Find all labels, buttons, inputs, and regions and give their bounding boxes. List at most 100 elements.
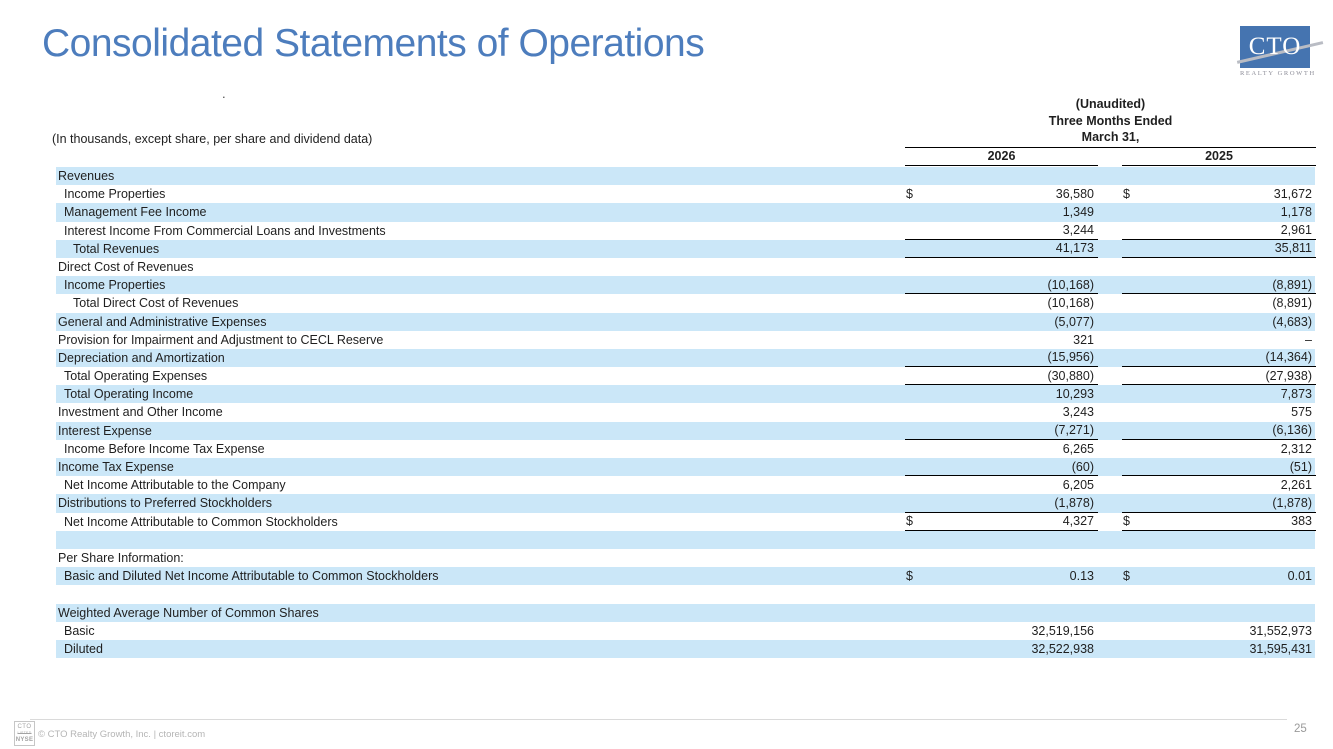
value-cell-2026: $36,580 <box>905 185 1098 203</box>
value-cell-2025: 31,552,973 <box>1122 622 1316 640</box>
nyse-listed-badge: CTO LISTED NYSE <box>14 721 35 746</box>
value-cell-2026: 3,244 <box>905 222 1098 240</box>
value-cell-2025: 575 <box>1122 403 1316 421</box>
value: 31,552,973 <box>1249 623 1312 638</box>
value-cell-2026 <box>905 549 1098 567</box>
value: 2,312 <box>1280 441 1312 456</box>
value: 41,173 <box>1055 241 1094 256</box>
column-header-2026: 2026 <box>905 149 1098 166</box>
value-cell-2025: 7,873 <box>1122 385 1316 403</box>
row-label: Interest Income From Commercial Loans an… <box>64 223 386 238</box>
table-row: Investment and Other Income 3,243 575 <box>56 403 1315 421</box>
value-cell-2025 <box>1122 167 1316 185</box>
value: (10,168) <box>1047 277 1094 292</box>
value: 7,873 <box>1280 387 1312 402</box>
row-label: Interest Expense <box>58 423 152 438</box>
value-cell-2025: (51) <box>1122 458 1316 477</box>
value: 575 <box>1291 405 1312 420</box>
row-label: Investment and Other Income <box>58 405 223 420</box>
value-cell-2025: $0.01 <box>1122 567 1316 585</box>
value: 2,961 <box>1280 223 1312 238</box>
value-cell-2025 <box>1122 585 1316 603</box>
value-cell-2026: 41,173 <box>905 240 1098 258</box>
value: (8,891) <box>1272 296 1312 311</box>
table-row: Net Income Attributable to Common Stockh… <box>56 513 1316 531</box>
value: 31,672 <box>1273 187 1312 202</box>
header-date: March 31, <box>1081 130 1140 144</box>
value-cell-2025: $383 <box>1122 513 1316 531</box>
value-cell-2026: 10,293 <box>905 385 1098 403</box>
value-cell-2025: 1,178 <box>1122 203 1316 221</box>
row-label: Net Income Attributable to Common Stockh… <box>64 514 338 529</box>
table-row: Income Before Income Tax Expense 6,265 2,3… <box>56 440 1315 458</box>
table-row: General and Administrative Expenses (5,07… <box>56 312 1315 331</box>
table-row: Total Operating Income 10,293 7,873 <box>56 385 1316 404</box>
row-label: Distributions to Preferred Stockholders <box>58 496 272 511</box>
value: (6,136) <box>1272 423 1312 438</box>
value-cell-2026: (60) <box>905 458 1098 477</box>
value-cell-2026 <box>905 604 1098 622</box>
value: 321 <box>1073 332 1094 347</box>
statement-table: Revenues Income Properties $36,580 $31,672 M… <box>56 167 1316 659</box>
table-row: Income Properties (10,168) (8,891) <box>56 276 1316 295</box>
value-cell-2025: (8,891) <box>1122 276 1316 295</box>
value: – <box>1305 332 1312 347</box>
value-cell-2026: (30,880) <box>905 367 1098 386</box>
value-cell-2026: $0.13 <box>905 567 1098 585</box>
table-row <box>56 530 1315 549</box>
header-unaudited: (Unaudited) <box>1075 97 1146 111</box>
row-label: General and Administrative Expenses <box>58 314 267 329</box>
row-label: Income Properties <box>64 187 166 202</box>
value: (8,891) <box>1272 277 1312 292</box>
value: 36,580 <box>1055 187 1094 202</box>
row-label: Income Tax Expense <box>58 460 174 474</box>
value-cell-2025: (1,878) <box>1122 494 1316 513</box>
logo-subtext: REALTY GROWTH <box>1240 70 1316 77</box>
value: 2,261 <box>1280 478 1312 493</box>
value-cell-2026: $4,327 <box>905 513 1098 531</box>
row-label: Provision for Impairment and Adjustment … <box>58 332 384 347</box>
value-cell-2026: 32,519,156 <box>905 622 1098 640</box>
value-cell-2026: 6,265 <box>905 440 1098 458</box>
value-cell-2026 <box>905 585 1098 603</box>
table-row: Direct Cost of Revenues <box>56 258 1315 276</box>
table-row: Income Tax Expense (60) (51) <box>56 458 1316 477</box>
value: (14,364) <box>1265 350 1312 365</box>
table-row <box>56 585 1315 603</box>
table-row: Diluted 32,522,938 31,595,431 <box>56 639 1315 659</box>
value: 6,205 <box>1062 478 1094 493</box>
value: (4,683) <box>1272 314 1312 329</box>
value-cell-2026 <box>905 531 1098 549</box>
badge-exchange: NYSE <box>14 736 35 746</box>
value-cell-2026: 6,205 <box>905 476 1098 494</box>
value-cell-2025 <box>1122 258 1316 276</box>
value: 1,178 <box>1280 205 1312 220</box>
value-cell-2026: 1,349 <box>905 203 1098 221</box>
value: 0.01 <box>1287 569 1312 584</box>
row-label: Total Operating Expenses <box>64 369 208 384</box>
table-row: Total Revenues 41,173 35,811 <box>56 239 1316 258</box>
value: 31,595,431 <box>1249 641 1312 656</box>
value: (51) <box>1289 459 1312 474</box>
value-cell-2025: (8,891) <box>1122 294 1316 312</box>
page-number: 25 <box>1294 723 1307 735</box>
dollar-sign: $ <box>906 514 913 529</box>
row-label: Depreciation and Amortization <box>58 350 225 365</box>
table-row: Income Properties $36,580 $31,672 <box>56 185 1315 203</box>
table-row: Revenues <box>56 167 1316 186</box>
value: (1,878) <box>1272 495 1312 510</box>
column-header-2025: 2025 <box>1122 149 1316 166</box>
copyright-text: © CTO Realty Growth, Inc. | ctoreit.com <box>38 729 206 740</box>
table-row: Per Share Information: <box>56 549 1315 567</box>
value: 32,522,938 <box>1031 641 1094 656</box>
table-row: Basic 32,519,156 31,552,973 <box>56 622 1315 640</box>
row-label: Income Before Income Tax Expense <box>64 441 265 456</box>
row-label: Total Operating Income <box>64 387 194 402</box>
value-cell-2025: (14,364) <box>1122 349 1316 368</box>
table-row: Management Fee Income 1,349 1,178 <box>56 203 1316 222</box>
row-label: Basic <box>64 623 95 638</box>
table-row: Provision for Impairment and Adjustment … <box>56 331 1315 349</box>
page-title: Consolidated Statements of Operations <box>42 22 705 65</box>
value-cell-2025: 2,312 <box>1122 440 1316 458</box>
value-cell-2026 <box>905 167 1098 185</box>
